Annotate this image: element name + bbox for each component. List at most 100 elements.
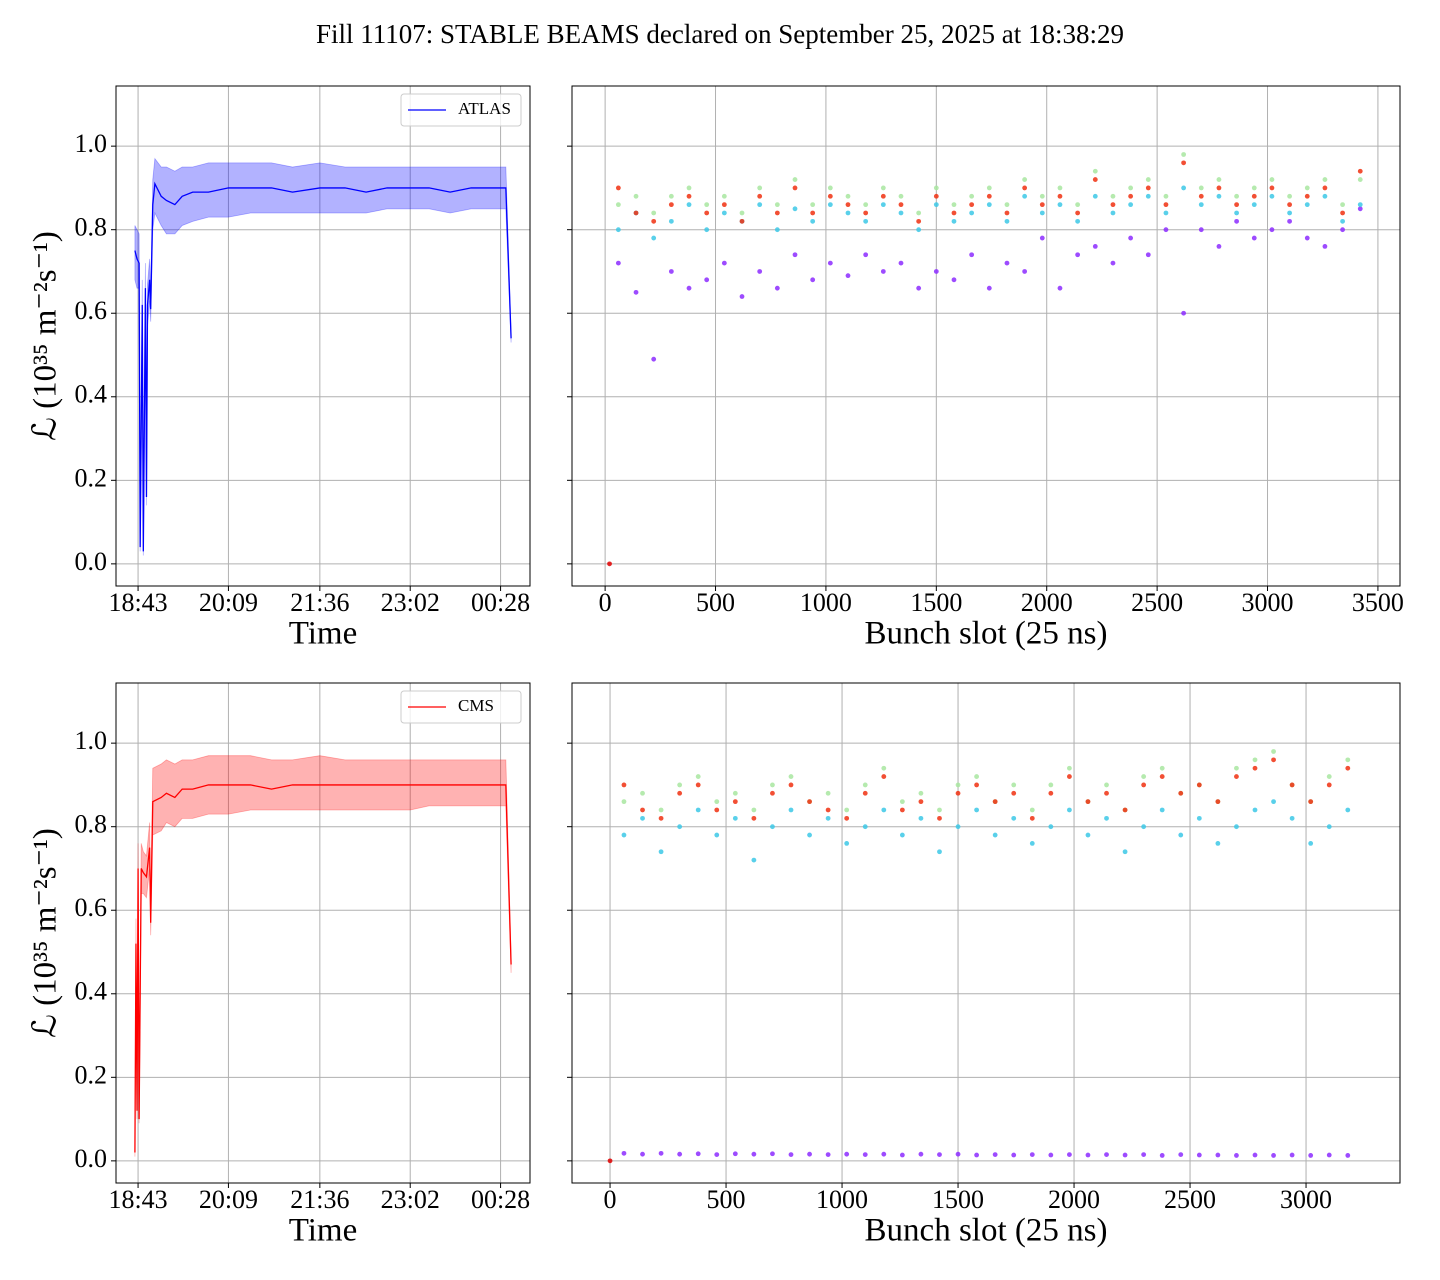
point — [1092, 193, 1098, 199]
point — [621, 832, 627, 838]
point — [1145, 177, 1151, 182]
point — [1145, 193, 1151, 199]
point — [721, 193, 727, 199]
point — [615, 227, 621, 233]
point — [916, 218, 922, 224]
point — [1004, 202, 1010, 208]
point — [810, 277, 816, 283]
point — [668, 218, 674, 224]
point — [677, 790, 683, 796]
point — [1216, 193, 1222, 199]
y-axis-label: ℒ (10³⁵ m⁻²s⁻¹) — [28, 828, 64, 1038]
point — [863, 202, 869, 208]
point — [792, 252, 798, 258]
point — [1022, 185, 1028, 191]
point — [792, 177, 798, 182]
point — [1178, 1152, 1184, 1157]
point — [739, 294, 745, 299]
point — [1308, 1153, 1314, 1158]
point — [880, 185, 886, 191]
point — [933, 185, 939, 191]
line — [134, 784, 512, 1153]
point — [1251, 202, 1257, 208]
y-tick-label: 0.6 — [75, 893, 108, 922]
point — [937, 815, 942, 821]
point — [1159, 765, 1165, 771]
x-tick-label: 2000 — [1048, 1185, 1100, 1214]
point — [1048, 1152, 1054, 1158]
point — [1304, 185, 1310, 191]
point — [1251, 235, 1257, 241]
point — [757, 185, 763, 191]
x-tick-label: 23:02 — [381, 588, 440, 617]
x-tick-label: 21:36 — [290, 588, 349, 617]
point — [1075, 252, 1081, 258]
point — [1269, 227, 1275, 233]
legend-box — [400, 93, 522, 127]
plot-area — [607, 749, 1351, 1164]
point — [651, 210, 657, 216]
point — [1252, 757, 1258, 763]
point — [1269, 177, 1275, 182]
x-tick-label: 0 — [599, 588, 612, 617]
point — [844, 815, 850, 821]
point — [621, 782, 627, 788]
x-tick-label: 500 — [707, 1185, 746, 1214]
point — [807, 799, 812, 805]
point — [1271, 799, 1276, 805]
point — [1039, 235, 1045, 241]
point — [770, 790, 775, 796]
point — [668, 193, 674, 199]
point — [704, 277, 710, 283]
point — [1252, 1152, 1258, 1158]
x-tick-label: 21:36 — [290, 1185, 349, 1214]
point — [825, 815, 831, 821]
point — [686, 193, 692, 199]
point — [992, 832, 998, 838]
point — [1326, 824, 1332, 830]
axes-frame — [115, 682, 531, 1184]
point — [1110, 202, 1116, 208]
point — [1122, 849, 1128, 855]
point — [1085, 832, 1091, 838]
point — [633, 193, 639, 199]
point — [810, 202, 816, 208]
point — [1085, 1152, 1091, 1158]
point — [788, 807, 794, 813]
y-tick-label: 0.4 — [75, 380, 108, 409]
point — [714, 832, 720, 838]
point — [1128, 193, 1134, 199]
point — [633, 210, 639, 216]
point — [1039, 210, 1045, 216]
point — [1092, 168, 1098, 174]
point — [1110, 260, 1116, 266]
point — [714, 799, 720, 805]
point — [951, 218, 957, 224]
point — [863, 252, 869, 258]
axes-frame — [571, 682, 1401, 1184]
point — [1289, 1152, 1295, 1158]
x-tick-label: 18:43 — [108, 1185, 167, 1214]
point — [658, 849, 664, 855]
point — [844, 841, 850, 846]
point — [651, 218, 657, 224]
point — [714, 1152, 720, 1157]
point — [1122, 807, 1128, 813]
point — [1067, 1152, 1072, 1157]
point — [1145, 252, 1151, 258]
point — [704, 210, 710, 216]
point — [1141, 1152, 1147, 1157]
point — [916, 227, 922, 233]
point — [1234, 218, 1240, 224]
subplot: 0 500 1000 1500 2000 2500 3000 3500 Bunch slot (… — [567, 85, 1404, 652]
point — [916, 285, 922, 291]
point — [1308, 799, 1314, 805]
point — [1357, 177, 1363, 182]
point — [1196, 815, 1202, 821]
point — [1234, 210, 1240, 216]
plot-area — [134, 755, 512, 1157]
point — [862, 782, 868, 788]
point — [1308, 841, 1314, 846]
point — [845, 202, 851, 208]
x-tick-label: 0 — [604, 1185, 617, 1214]
